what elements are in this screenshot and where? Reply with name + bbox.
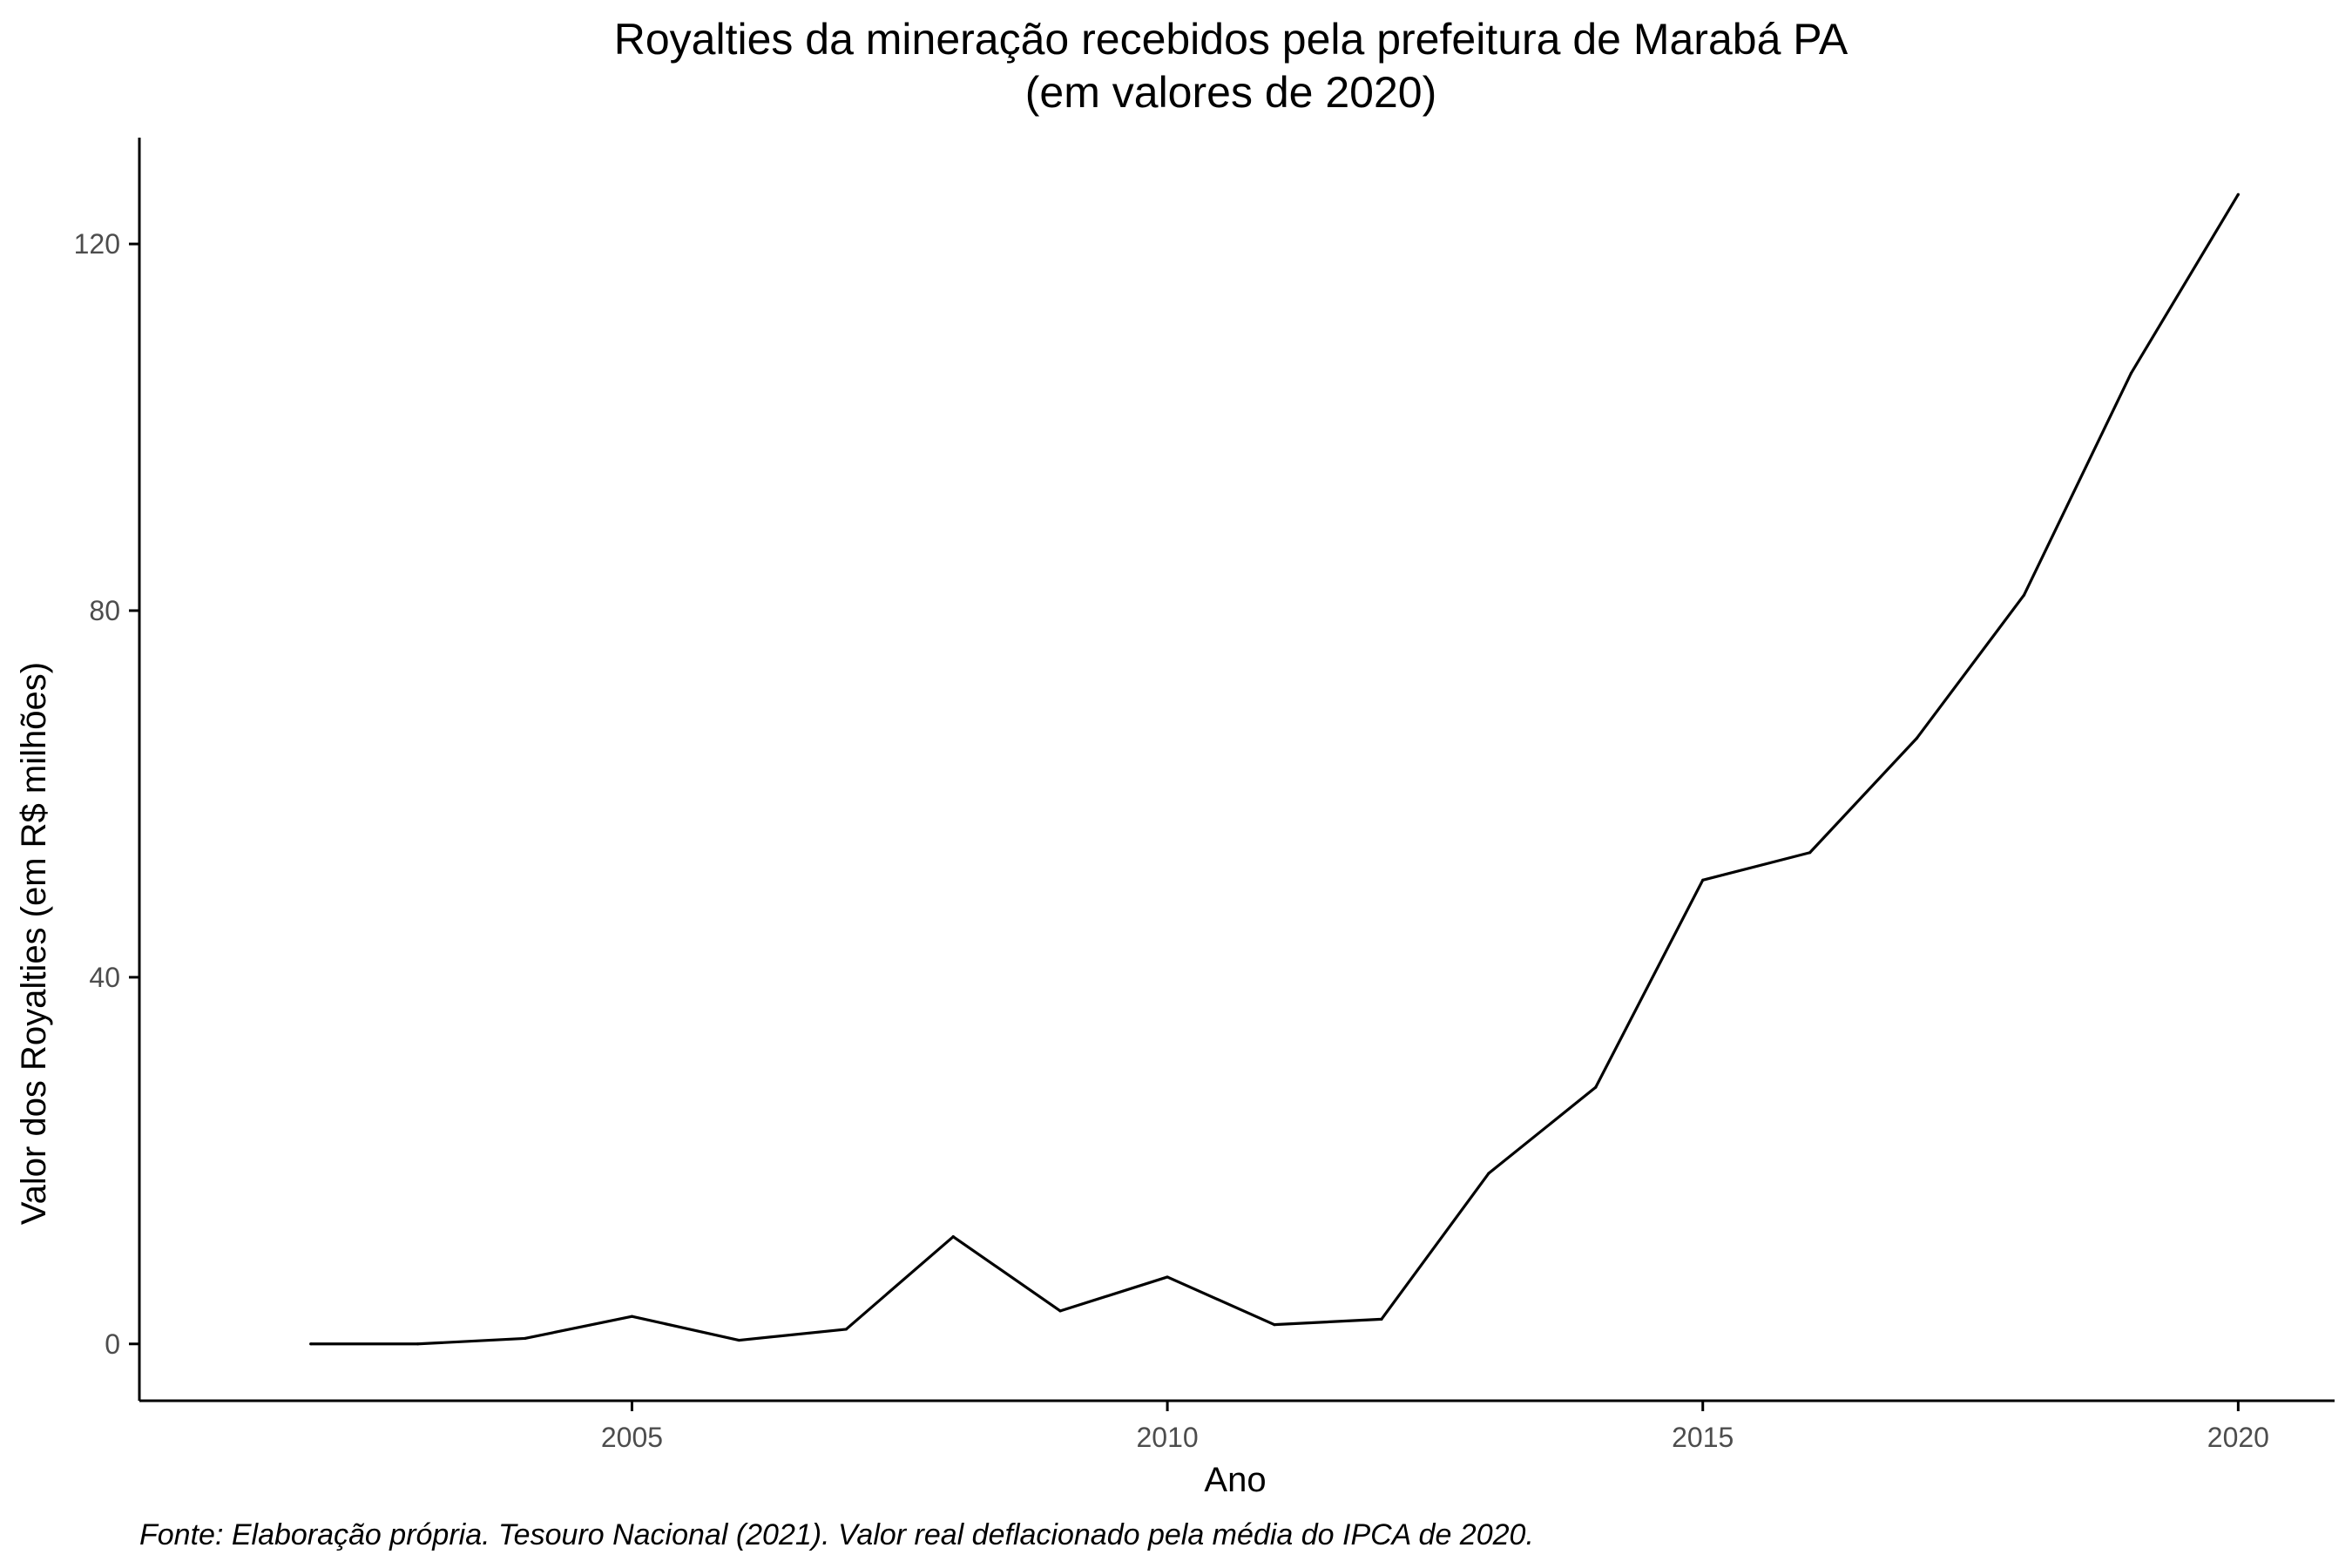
data-point xyxy=(1594,1085,1598,1089)
x-tick-label: 2005 xyxy=(601,1422,663,1453)
y-tick-label: 0 xyxy=(105,1328,120,1360)
data-point xyxy=(951,1235,955,1239)
data-point xyxy=(1701,878,1705,882)
chart-subtitle: (em valores de 2020) xyxy=(1025,68,1436,117)
data-point xyxy=(1487,1172,1490,1175)
series-points xyxy=(309,193,2240,1346)
x-tick-label: 2020 xyxy=(2207,1422,2269,1453)
y-axis-ticks: 0 40 80 120 xyxy=(74,228,139,1360)
x-tick-label: 2010 xyxy=(1137,1422,1199,1453)
y-tick-label: 120 xyxy=(74,228,120,260)
data-point xyxy=(1915,736,1919,740)
data-point xyxy=(1380,1317,1383,1321)
y-axis-title: Valor dos Royalties (em R$ milhões) xyxy=(15,662,53,1225)
data-point xyxy=(2022,593,2026,597)
data-point xyxy=(1808,851,1812,855)
x-axis-title: Ano xyxy=(1204,1461,1266,1499)
data-point xyxy=(2129,371,2133,375)
data-point xyxy=(737,1338,740,1342)
data-point xyxy=(416,1342,420,1346)
x-tick-label: 2015 xyxy=(1672,1422,1734,1453)
data-point xyxy=(2236,193,2240,196)
y-tick-label: 40 xyxy=(89,962,120,993)
chart-title: Royalties da mineração recebidos pela pr… xyxy=(614,15,1848,64)
data-point xyxy=(1058,1309,1062,1313)
data-point xyxy=(1273,1323,1276,1327)
data-point xyxy=(309,1342,313,1346)
y-tick-label: 80 xyxy=(89,595,120,626)
data-point xyxy=(844,1328,848,1331)
data-point xyxy=(630,1315,634,1318)
data-point xyxy=(1166,1275,1169,1279)
chart-caption: Fonte: Elaboração própria. Tesouro Nacio… xyxy=(139,1518,1534,1551)
data-point xyxy=(523,1336,527,1341)
x-axis-ticks: 2005 2010 2015 2020 xyxy=(601,1401,2269,1453)
